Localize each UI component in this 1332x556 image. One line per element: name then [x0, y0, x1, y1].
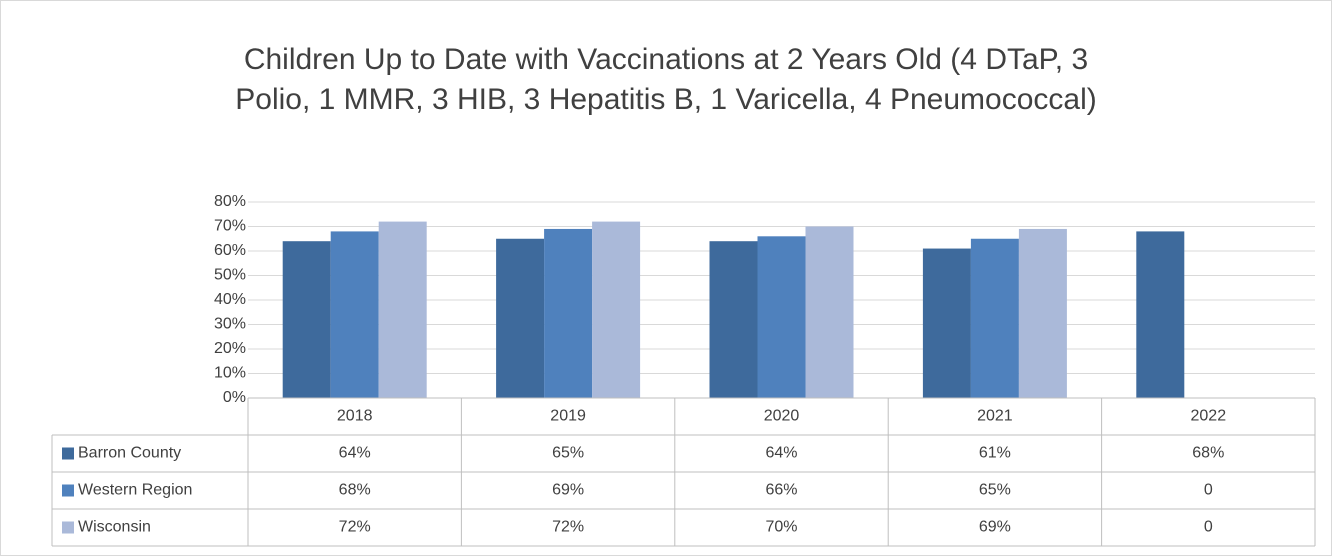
legend-label: Wisconsin — [78, 519, 151, 536]
data-label: 65% — [552, 445, 584, 462]
legend-label: Barron County — [78, 445, 181, 462]
bar — [922, 248, 971, 398]
bar — [970, 238, 1019, 398]
data-label: 72% — [339, 519, 371, 536]
bar — [757, 236, 806, 398]
data-label: 70% — [765, 519, 797, 536]
data-label: 0 — [1204, 519, 1213, 536]
bar — [1136, 231, 1185, 398]
x-tick-label: 2022 — [1191, 408, 1227, 425]
y-tick-label: 10% — [214, 365, 246, 382]
legend-label: Western Region — [78, 482, 192, 499]
x-tick-label: 2018 — [337, 408, 373, 425]
bar — [709, 241, 758, 398]
bar — [544, 228, 593, 398]
y-tick-label: 60% — [214, 242, 246, 259]
data-label: 65% — [979, 482, 1011, 499]
data-label: 72% — [552, 519, 584, 536]
bar — [592, 221, 641, 398]
data-label: 69% — [552, 482, 584, 499]
data-label: 66% — [765, 482, 797, 499]
bar — [282, 241, 331, 398]
y-tick-label: 70% — [214, 218, 246, 235]
data-label: 68% — [1192, 445, 1224, 462]
data-label: 64% — [765, 445, 797, 462]
chart-title: Children Up to Date with Vaccinations at… — [235, 43, 1097, 116]
data-label: 68% — [339, 482, 371, 499]
x-tick-label: 2020 — [764, 408, 800, 425]
data-label: 64% — [339, 445, 371, 462]
bar — [805, 226, 854, 398]
legend-key — [62, 484, 74, 497]
legend-key — [62, 447, 74, 460]
y-tick-label: 20% — [214, 340, 246, 357]
y-tick-label: 0% — [223, 389, 246, 406]
y-tick-label: 40% — [214, 291, 246, 308]
data-label: 0 — [1204, 482, 1213, 499]
x-tick-label: 2021 — [977, 408, 1013, 425]
bar — [496, 238, 545, 398]
bar — [330, 231, 379, 398]
bar — [378, 221, 427, 398]
data-label: 61% — [979, 445, 1011, 462]
y-tick-label: 80% — [214, 193, 246, 210]
y-tick-label: 50% — [214, 267, 246, 284]
legend-key — [62, 521, 74, 534]
x-tick-label: 2019 — [550, 408, 586, 425]
bar — [1018, 228, 1067, 398]
y-tick-label: 30% — [214, 316, 246, 333]
data-label: 69% — [979, 519, 1011, 536]
